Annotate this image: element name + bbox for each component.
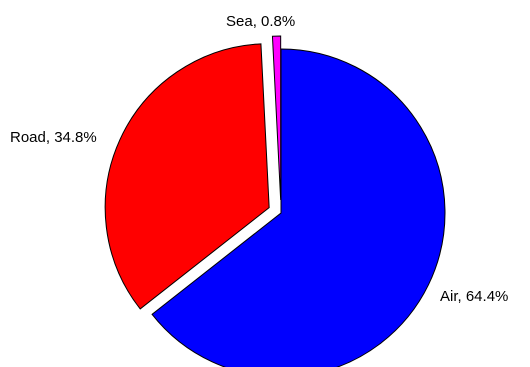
pie-slice-air xyxy=(151,48,446,367)
pie-slice-sea xyxy=(271,35,282,201)
pie-slice-road xyxy=(104,43,270,310)
pie-slices xyxy=(104,35,446,367)
pie-label-road: Road, 34.8% xyxy=(10,129,97,146)
pie-labels: Air, 64.4% Road, 34.8% Sea, 0.8% xyxy=(10,13,508,305)
pie-label-air: Air, 64.4% xyxy=(440,288,508,305)
pie-label-sea: Sea, 0.8% xyxy=(226,13,295,30)
